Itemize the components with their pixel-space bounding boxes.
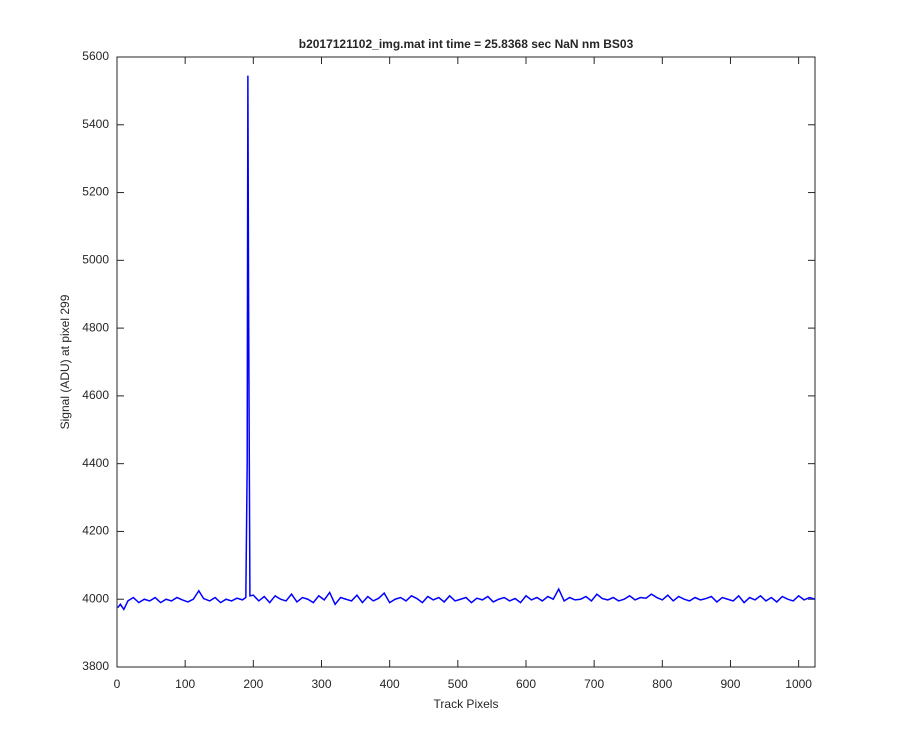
x-tick-label: 600 — [516, 677, 536, 691]
x-tick-label: 800 — [652, 677, 672, 691]
x-tick-label: 700 — [584, 677, 604, 691]
x-tick-label: 400 — [380, 677, 400, 691]
y-tick-label: 4200 — [82, 524, 109, 538]
y-tick-label: 5200 — [82, 185, 109, 199]
y-tick-label: 5600 — [82, 49, 109, 63]
x-tick-label: 200 — [243, 677, 263, 691]
x-tick-label: 1000 — [785, 677, 812, 691]
y-tick-label: 4400 — [82, 456, 109, 470]
x-tick-label: 900 — [720, 677, 740, 691]
y-tick-label: 3800 — [82, 659, 109, 673]
x-tick-label: 100 — [175, 677, 195, 691]
x-tick-label: 300 — [311, 677, 331, 691]
y-tick-label: 4000 — [82, 591, 109, 605]
x-axis-label: Track Pixels — [434, 697, 499, 711]
y-tick-label: 5000 — [82, 253, 109, 267]
y-axis-label: Signal (ADU) at pixel 299 — [58, 294, 72, 429]
y-tick-label: 5400 — [82, 117, 109, 131]
data-line — [117, 75, 816, 611]
x-tick-label: 500 — [448, 677, 468, 691]
plot-frame — [116, 56, 816, 668]
x-tick-label: 0 — [114, 677, 121, 691]
y-tick-label: 4600 — [82, 388, 109, 402]
y-tick-label: 4800 — [82, 320, 109, 334]
chart-title: b2017121102_img.mat int time = 25.8368 s… — [299, 37, 634, 51]
